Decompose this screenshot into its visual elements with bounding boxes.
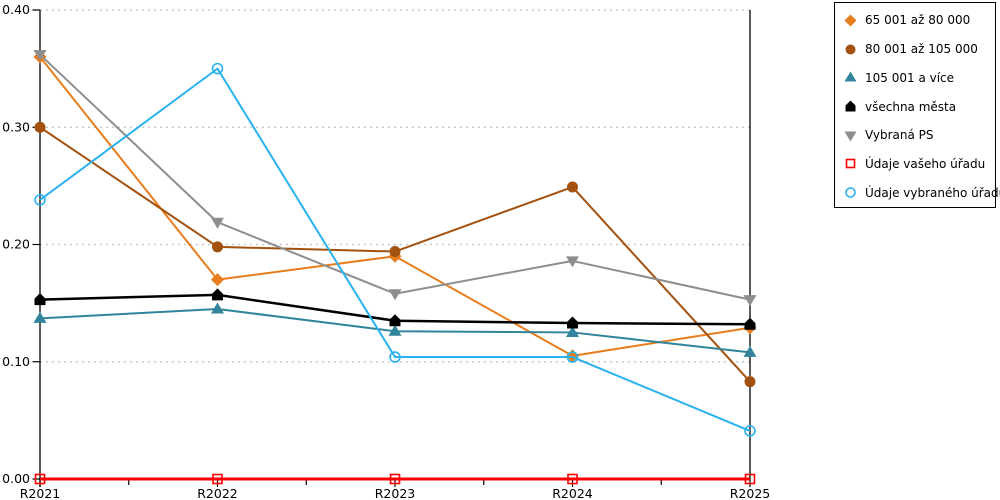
- open-square-marker-icon: [845, 159, 856, 169]
- legend-marker-icon: [845, 44, 856, 55]
- triangle-down-marker-icon: [844, 131, 857, 142]
- circle-marker-icon: [567, 181, 578, 193]
- x-tick-label: R2022: [197, 486, 238, 500]
- open-circle-marker-icon: [34, 194, 46, 206]
- legend-item-label: 80 001 až 105 000: [865, 42, 978, 57]
- legend-item: 65 001 až 80 000: [843, 6, 995, 35]
- legend-item-label: Údaje vašeho úřadu: [865, 156, 986, 171]
- legend-item-label: 65 001 až 80 000: [865, 13, 971, 28]
- triangle-down-marker-icon: [388, 289, 402, 301]
- circle-marker-icon: [34, 121, 46, 133]
- legend-item-label: 105 001 a více: [865, 70, 955, 85]
- y-tick-label: 0.40: [2, 2, 30, 17]
- pentagon-marker-icon: [744, 317, 756, 330]
- open-square-marker-icon: [34, 473, 46, 485]
- y-tick-label: 0.20: [2, 237, 30, 252]
- open-square-marker-icon: [389, 473, 401, 485]
- legend-item: 105 001 a více: [843, 63, 995, 92]
- legend-marker-icon: [845, 187, 856, 198]
- legend-item-label: všechna města: [865, 99, 957, 114]
- triangle-up-marker-icon: [388, 324, 402, 336]
- legend-marker-icon: [845, 159, 856, 169]
- open-circle-marker-icon: [845, 187, 856, 198]
- legend-item: Údaje vašeho úřadu: [843, 150, 995, 179]
- y-tick-label: 0.30: [2, 119, 30, 134]
- triangle-up-marker-icon: [743, 345, 757, 357]
- open-square-marker-icon: [567, 473, 578, 485]
- triangle-down-marker-icon: [33, 50, 47, 62]
- pentagon-marker-icon: [389, 314, 401, 327]
- triangle-up-marker-icon: [211, 302, 224, 314]
- series-line-0: [39, 56, 751, 357]
- diamond-marker-icon: [844, 14, 857, 27]
- legend-marker-icon: [844, 131, 857, 142]
- open-circle-marker-icon: [744, 425, 756, 437]
- triangle-down-marker-icon: [566, 256, 579, 268]
- open-circle-marker-icon: [211, 62, 224, 75]
- triangle-up-marker-icon: [566, 325, 579, 337]
- legend-item-label: Údaje vybraného úřadu: [865, 185, 1000, 200]
- legend-item: všechna města: [843, 92, 995, 121]
- legend-item-label: Vybraná PS: [865, 128, 934, 143]
- series-line-4: [39, 53, 751, 301]
- series-line-6: [39, 67, 751, 432]
- triangle-up-marker-icon: [33, 311, 47, 323]
- x-tick-label: R2025: [730, 486, 771, 500]
- pentagon-marker-icon: [212, 288, 223, 301]
- open-circle-marker-icon: [389, 351, 401, 363]
- circle-marker-icon: [212, 241, 223, 253]
- legend-item: Vybraná PS: [843, 121, 995, 150]
- triangle-down-marker-icon: [743, 295, 757, 307]
- x-tick-label: R2021: [20, 486, 61, 500]
- y-tick-label: 0.00: [2, 471, 30, 486]
- open-square-marker-icon: [744, 473, 756, 485]
- circle-marker-icon: [845, 44, 856, 55]
- legend: 65 001 až 80 000 80 001 až 105 000 105 001…: [834, 2, 1000, 208]
- legend-marker-icon: [844, 14, 857, 27]
- pentagon-marker-icon: [845, 100, 856, 112]
- pentagon-marker-icon: [34, 293, 46, 306]
- diamond-marker-icon: [211, 273, 224, 287]
- open-square-marker-icon: [212, 473, 223, 485]
- triangle-up-marker-icon: [844, 71, 857, 82]
- circle-marker-icon: [389, 246, 401, 258]
- y-tick-label: 0.10: [2, 354, 30, 369]
- legend-marker-icon: [845, 100, 856, 112]
- x-tick-label: R2023: [375, 486, 416, 500]
- x-tick-label: R2024: [552, 486, 593, 500]
- triangle-down-marker-icon: [211, 217, 224, 229]
- legend-item: Údaje vybraného úřadu: [843, 178, 1000, 207]
- legend-item: 80 001 až 105 000: [843, 35, 995, 64]
- circle-marker-icon: [744, 376, 756, 388]
- legend-marker-icon: [844, 71, 857, 82]
- open-circle-marker-icon: [566, 351, 579, 363]
- pentagon-marker-icon: [567, 316, 578, 329]
